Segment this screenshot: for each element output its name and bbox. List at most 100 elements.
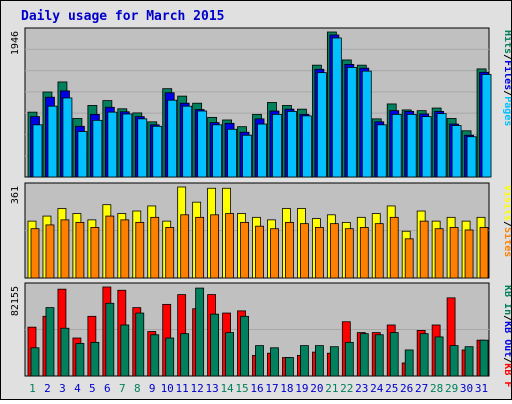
legend-visits-sites: Visits/Sites — [502, 185, 511, 257]
bar-pages-day-3 — [62, 97, 73, 178]
x-tick-label-day-2: 2 — [44, 382, 51, 395]
bar-pages-day-4 — [77, 131, 88, 178]
x-tick-label-day-15: 15 — [235, 382, 248, 395]
bar-kb-in-day-11 — [180, 333, 190, 377]
bar-pages-day-7 — [122, 113, 133, 178]
bar-sites-day-5 — [90, 227, 100, 279]
bar-sites-day-31 — [479, 227, 489, 279]
bar-sites-day-20 — [314, 227, 324, 279]
legend-kb: KB In/KB Out/KB F — [502, 285, 511, 387]
bar-kb-in-day-4 — [75, 343, 85, 377]
bar-kb-in-day-22 — [344, 341, 354, 377]
legend-separator: / — [502, 90, 511, 96]
legend-item: KB Out — [502, 321, 511, 357]
bar-kb-in-day-29 — [449, 345, 459, 377]
bar-pages-day-22 — [346, 67, 357, 178]
bar-sites-day-23 — [359, 227, 369, 279]
bar-kb-in-day-31 — [479, 339, 489, 377]
legend-item: Pages — [502, 96, 511, 126]
x-tick-label-day-18: 18 — [280, 382, 293, 395]
bar-pages-day-28 — [436, 113, 447, 178]
x-tick-label-day-22: 22 — [340, 382, 353, 395]
bar-kb-in-day-23 — [359, 333, 369, 377]
bar-kb-in-day-26 — [404, 349, 414, 377]
bar-sites-day-15 — [240, 221, 249, 279]
x-tick-label-day-24: 24 — [370, 382, 384, 395]
bar-pages-day-14 — [227, 128, 237, 178]
bar-sites-day-13 — [210, 214, 220, 279]
x-tick-label-day-6: 6 — [104, 382, 111, 395]
x-tick-label-day-9: 9 — [149, 382, 156, 395]
legend-hits-files-pages: Hits/Files/Pages — [502, 30, 511, 126]
legend-item: Hits — [502, 30, 511, 54]
bar-kb-in-day-13 — [210, 313, 220, 377]
bar-kb-in-day-27 — [419, 333, 429, 377]
bar-kb-in-day-28 — [434, 336, 444, 377]
bar-sites-day-18 — [285, 221, 294, 279]
bar-sites-day-28 — [434, 228, 444, 279]
bar-sites-day-21 — [329, 223, 339, 279]
bar-kb-in-day-12 — [195, 287, 205, 377]
bar-pages-day-31 — [481, 74, 492, 178]
bar-pages-day-11 — [182, 105, 193, 178]
bar-pages-day-24 — [376, 124, 387, 178]
bar-sites-day-10 — [165, 227, 175, 279]
bar-pages-day-20 — [316, 72, 327, 178]
bar-pages-day-1 — [32, 124, 43, 178]
chart-title: Daily usage for March 2015 — [21, 9, 225, 24]
x-tick-label-day-20: 20 — [310, 382, 323, 395]
bar-pages-day-30 — [466, 136, 477, 178]
bar-kb-in-day-30 — [464, 346, 474, 377]
bar-kb-in-day-14 — [225, 332, 234, 377]
x-tick-label-day-13: 13 — [205, 382, 218, 395]
bar-sites-day-24 — [374, 223, 384, 279]
x-tick-label-day-11: 11 — [176, 382, 189, 395]
bar-sites-day-12 — [195, 216, 205, 279]
bar-pages-day-29 — [451, 125, 462, 178]
bar-kb-in-day-10 — [165, 337, 175, 377]
y-max-label: 82155 — [10, 286, 21, 316]
bar-kb-in-day-17 — [270, 347, 279, 377]
legend-item: Files — [502, 60, 511, 90]
x-tick-label-day-23: 23 — [355, 382, 368, 395]
bar-kb-in-day-7 — [120, 324, 130, 377]
legend-separator: / — [502, 221, 511, 227]
legend-item: KB F — [502, 363, 511, 387]
y-max-label: 1946 — [10, 31, 21, 55]
x-tick-label-day-29: 29 — [445, 382, 458, 395]
bar-pages-day-17 — [272, 113, 282, 178]
x-tick-label-day-8: 8 — [134, 382, 141, 395]
bar-sites-day-11 — [180, 214, 190, 279]
bar-sites-day-14 — [225, 213, 234, 279]
bar-sites-day-30 — [464, 229, 474, 279]
bar-kb-in-day-21 — [329, 346, 339, 377]
bar-pages-day-13 — [212, 124, 223, 178]
x-tick-label-day-5: 5 — [89, 382, 96, 395]
x-tick-label-day-1: 1 — [29, 382, 36, 395]
x-tick-label-day-4: 4 — [74, 382, 81, 395]
bar-kb-in-day-1 — [30, 347, 40, 377]
bar-sites-day-26 — [404, 238, 414, 279]
bar-kb-in-day-15 — [240, 315, 249, 377]
bar-pages-day-5 — [92, 119, 103, 178]
bar-pages-day-27 — [421, 116, 432, 178]
bar-sites-day-25 — [389, 216, 399, 279]
bar-kb-in-day-16 — [255, 345, 264, 377]
bar-kb-in-day-8 — [135, 312, 145, 377]
bar-pages-day-8 — [137, 118, 148, 178]
bar-pages-day-9 — [152, 125, 163, 178]
bar-sites-day-6 — [105, 215, 115, 279]
bar-sites-day-27 — [419, 220, 429, 279]
x-tick-label-day-28: 28 — [430, 382, 443, 395]
bar-sites-day-22 — [344, 228, 354, 279]
x-tick-label-day-31: 31 — [475, 382, 488, 395]
legend-item: Sites — [502, 227, 511, 257]
bar-pages-day-6 — [107, 111, 118, 178]
legend-separator: / — [502, 357, 511, 363]
bar-pages-day-15 — [242, 134, 252, 178]
bar-pages-day-16 — [257, 123, 267, 178]
bar-sites-day-1 — [30, 228, 40, 279]
x-tick-label-day-12: 12 — [191, 382, 204, 395]
x-tick-label-day-17: 17 — [265, 382, 278, 395]
